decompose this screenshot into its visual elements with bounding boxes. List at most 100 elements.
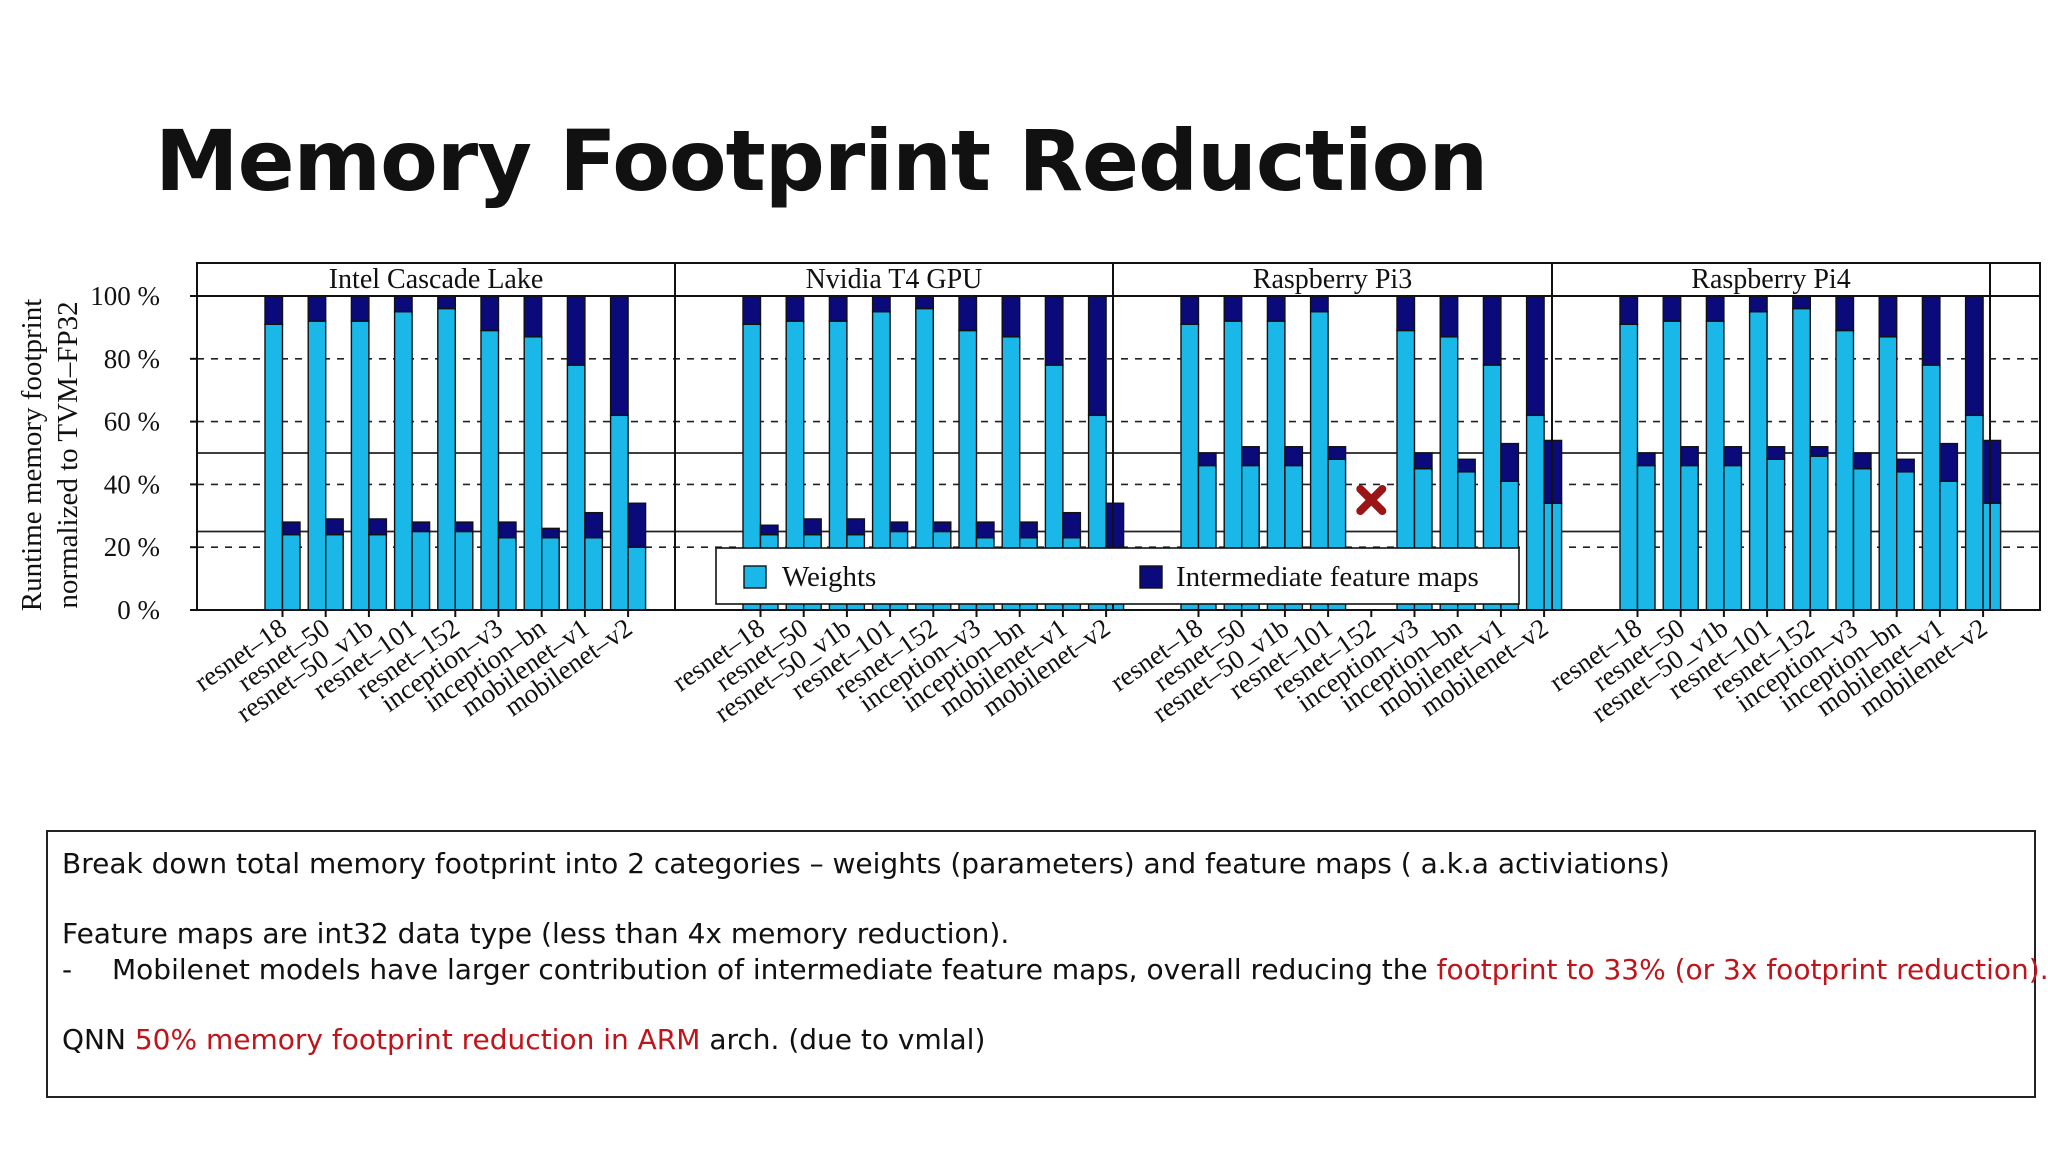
bar-feature-maps	[281, 521, 301, 536]
bar-feature-maps	[454, 521, 474, 533]
y-tick-label: 60 %	[104, 407, 160, 437]
bar-feature-maps	[609, 295, 629, 417]
bar-feature-maps	[889, 521, 909, 533]
bar-feature-maps	[350, 295, 370, 322]
y-axis-label: Runtime memory footprint	[16, 299, 48, 612]
bar-feature-maps	[1500, 442, 1520, 482]
bar-feature-maps	[1662, 295, 1682, 322]
bar-feature-maps	[307, 295, 327, 322]
bar-feature-maps	[1019, 521, 1038, 539]
bar-feature-maps	[759, 524, 779, 536]
bar-feature-maps	[1327, 446, 1347, 460]
note-line-1: Break down total memory footprint into 2…	[62, 847, 1670, 880]
bar-weights	[1766, 458, 1786, 611]
y-axis-label: normalized to TVM–FP32	[52, 301, 84, 608]
bar-feature-maps	[1723, 446, 1743, 467]
bar-feature-maps	[1087, 295, 1107, 417]
bar-feature-maps	[1636, 452, 1656, 467]
y-tick-label: 0 %	[117, 595, 160, 625]
y-tick-label: 100 %	[90, 281, 160, 311]
bar-feature-maps	[1964, 295, 1984, 417]
bar-feature-maps	[1766, 446, 1786, 460]
bar-feature-maps	[1266, 295, 1286, 322]
bar-feature-maps	[1482, 295, 1502, 366]
bar-feature-maps	[846, 518, 866, 536]
bar-weights	[393, 311, 413, 611]
bar-feature-maps	[1748, 295, 1768, 313]
bar-feature-maps	[264, 295, 284, 325]
bar-weights	[1792, 307, 1812, 611]
slide-title: Memory Footprint Reduction	[155, 112, 1488, 210]
legend-swatch-weights	[743, 565, 767, 589]
panel-title: Nvidia T4 GPU	[806, 264, 983, 295]
note-line-4: QNN 50% memory footprint reduction in AR…	[62, 1022, 2020, 1058]
bar-weights	[1982, 502, 2002, 611]
bar-weights	[1705, 320, 1725, 611]
note-line-4-highlight: 50% memory footprint reduction in ARM	[134, 1023, 701, 1056]
stacked-bar-chart: 0 % 20 % 40 % 60 % 80 % 100 % Runtime memory f…	[16, 262, 2041, 728]
bar-weights	[264, 323, 284, 611]
bar-weights	[1895, 471, 1915, 611]
note-line-3-highlight: footprint to 33% (or 3x footprint reduct…	[1436, 953, 2048, 986]
bar-weights	[1852, 468, 1872, 611]
bar-feature-maps	[1456, 458, 1476, 473]
legend-label-weights: Weights	[782, 561, 876, 593]
bar-feature-maps	[785, 295, 805, 322]
bar-feature-maps	[1895, 458, 1915, 473]
panel-title: Intel Cascade Lake	[329, 264, 544, 295]
bar-feature-maps	[523, 295, 543, 338]
bar-weights	[281, 533, 301, 611]
bar-feature-maps	[932, 521, 952, 533]
bar-feature-maps	[1878, 295, 1898, 338]
bar-weights	[454, 530, 474, 611]
bar-weights	[1939, 480, 1959, 611]
bar-weights	[1679, 464, 1699, 611]
legend-box	[715, 547, 1520, 605]
missing-marker	[1356, 485, 1387, 515]
bar-weights	[1723, 464, 1743, 611]
bar-feature-maps	[1921, 295, 1941, 366]
panel-title: Raspberry Pi3	[1253, 264, 1412, 295]
bar-feature-maps	[1809, 446, 1829, 457]
bar-feature-maps	[1105, 502, 1125, 548]
bar-feature-maps	[1309, 295, 1329, 313]
bar-feature-maps	[1062, 511, 1082, 539]
bar-feature-maps	[1982, 439, 2002, 504]
bar-feature-maps	[1705, 295, 1725, 322]
bar-feature-maps	[1044, 295, 1064, 366]
bar-feature-maps	[566, 295, 586, 366]
bar-weights	[609, 414, 629, 611]
bar-weights	[307, 320, 327, 611]
bar-feature-maps	[411, 521, 431, 533]
legend-swatch-feature-maps	[1139, 565, 1163, 589]
bar-feature-maps	[1413, 452, 1433, 470]
bar-feature-maps	[1835, 295, 1855, 332]
bar-feature-maps	[828, 295, 848, 322]
bar-feature-maps	[742, 295, 762, 325]
bar-feature-maps	[915, 295, 934, 310]
bar-feature-maps	[803, 518, 822, 536]
bar-feature-maps	[627, 502, 647, 548]
panel-title: Raspberry Pi4	[1691, 264, 1850, 295]
bar-feature-maps	[437, 295, 456, 310]
bar-weights	[584, 537, 604, 611]
bar-weights	[437, 307, 456, 611]
bar-weights	[523, 336, 543, 611]
bar-weights	[1835, 329, 1855, 611]
y-tick-label: 40 %	[104, 469, 160, 499]
bar-feature-maps	[1396, 295, 1416, 332]
bar-weights	[1964, 414, 1984, 611]
bar-weights	[368, 533, 388, 611]
bar-feature-maps	[871, 295, 891, 313]
bar-feature-maps	[1525, 295, 1545, 417]
bar-feature-maps	[1197, 452, 1217, 467]
bar-feature-maps	[325, 518, 344, 536]
bar-feature-maps	[975, 521, 995, 539]
bar-feature-maps	[1240, 446, 1260, 467]
bar-feature-maps	[1180, 295, 1200, 325]
bar-weights	[1809, 455, 1829, 611]
bar-weights	[1619, 323, 1639, 611]
note-line-2: Feature maps are int32 data type (less t…	[62, 917, 1010, 950]
bar-weights	[566, 364, 586, 611]
legend-label-feature-maps: Intermediate feature maps	[1176, 561, 1479, 593]
